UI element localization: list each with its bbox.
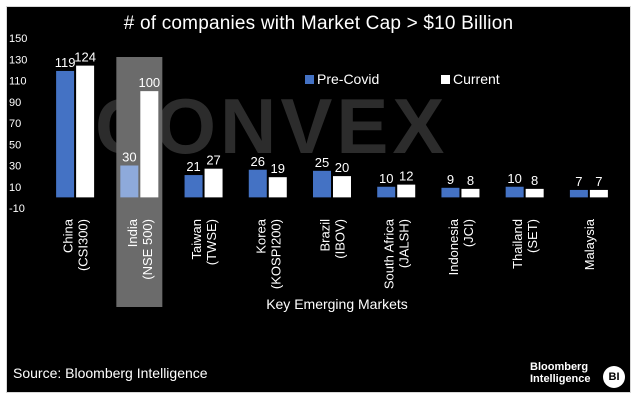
data-label: 100 <box>138 75 160 90</box>
x-axis-title: Key Emerging Markets <box>266 296 408 312</box>
bar-chart: -10 10 30 50 70 90 110 130 150 119 30 21 26 25 10 9 10 7 1… <box>9 33 608 312</box>
category-label: Brazil <box>318 219 333 252</box>
bar-pre-covid <box>441 187 460 198</box>
data-label: 8 <box>531 173 538 188</box>
bar-current <box>397 184 416 198</box>
bar-current <box>589 189 608 198</box>
y-tick-label: 150 <box>9 33 27 45</box>
y-tick-label: 130 <box>9 54 27 66</box>
category-label: Taiwan <box>189 219 204 259</box>
category-label: China <box>61 218 76 253</box>
bar-current <box>525 188 544 198</box>
category-label: (KOSPI200) <box>268 219 283 289</box>
bar-pre-covid <box>313 170 331 198</box>
data-label: 9 <box>447 172 454 187</box>
bar-pre-covid <box>569 189 588 198</box>
chart-title: # of companies with Market Cap > $10 Bil… <box>123 13 514 34</box>
brand-line-2: Intelligence <box>530 373 591 385</box>
y-tick-label: 30 <box>9 161 21 173</box>
bar-pre-covid <box>120 165 139 198</box>
data-label: 10 <box>507 171 521 186</box>
bar-current <box>204 168 223 198</box>
y-tick-label: 10 <box>9 182 21 194</box>
bar-current <box>333 176 351 198</box>
category-label: Indonesia <box>446 218 461 275</box>
data-label: 124 <box>74 50 96 65</box>
bar-pre-covid <box>184 175 203 198</box>
data-label: 119 <box>55 55 76 70</box>
brand-badge: BI <box>603 366 625 388</box>
category-label: Thailand <box>510 219 525 269</box>
category-label: (SET) <box>525 219 540 253</box>
data-label: 7 <box>595 174 602 189</box>
data-label: 25 <box>315 155 329 170</box>
category-label: South Africa <box>382 218 397 289</box>
data-label: 26 <box>251 154 265 169</box>
data-label: 21 <box>186 159 200 174</box>
data-label: 7 <box>575 174 582 189</box>
category-label: (JALSH) <box>397 219 412 268</box>
category-label: (TWSE) <box>204 219 219 265</box>
data-label: 20 <box>335 160 349 175</box>
y-tick-label: 110 <box>9 76 27 88</box>
legend-swatch <box>441 75 450 84</box>
bar-current <box>76 65 95 198</box>
bar-pre-covid <box>505 186 524 198</box>
legend-label: Pre-Covid <box>317 71 379 87</box>
bar-pre-covid <box>377 186 396 198</box>
category-label: Korea <box>253 218 268 253</box>
bar-current <box>268 177 287 198</box>
bar-pre-covid <box>56 70 75 198</box>
data-label: 27 <box>206 153 220 168</box>
bar-pre-covid <box>248 169 267 198</box>
category-label: Malaysia <box>582 218 597 270</box>
legend-swatch <box>305 75 314 84</box>
data-label: 10 <box>379 171 393 186</box>
category-label: India <box>125 218 140 247</box>
category-label: (IBOV) <box>333 219 348 259</box>
data-label: 8 <box>467 173 474 188</box>
source-note: Source: Bloomberg Intelligence <box>13 365 208 381</box>
brand-line-1: Bloomberg <box>530 361 589 373</box>
chart-frame: CONVEX # of companies with Market Cap > … <box>6 6 631 393</box>
data-label: 30 <box>122 150 136 165</box>
bar-current <box>140 91 159 198</box>
y-tick-label: -10 <box>9 203 25 215</box>
y-tick-label: 90 <box>9 97 21 109</box>
y-tick-label: 50 <box>9 139 21 151</box>
y-tick-label: 70 <box>9 118 21 130</box>
data-label: 12 <box>399 169 413 184</box>
brand-logo: Bloomberg Intelligence <box>530 361 591 385</box>
category-label: (JCI) <box>461 219 476 247</box>
category-label: (NSE 500) <box>140 219 155 280</box>
category-label: (CSI300) <box>76 219 91 271</box>
data-label: 19 <box>271 161 285 176</box>
legend-label: Current <box>453 71 500 87</box>
bar-current <box>461 188 480 198</box>
